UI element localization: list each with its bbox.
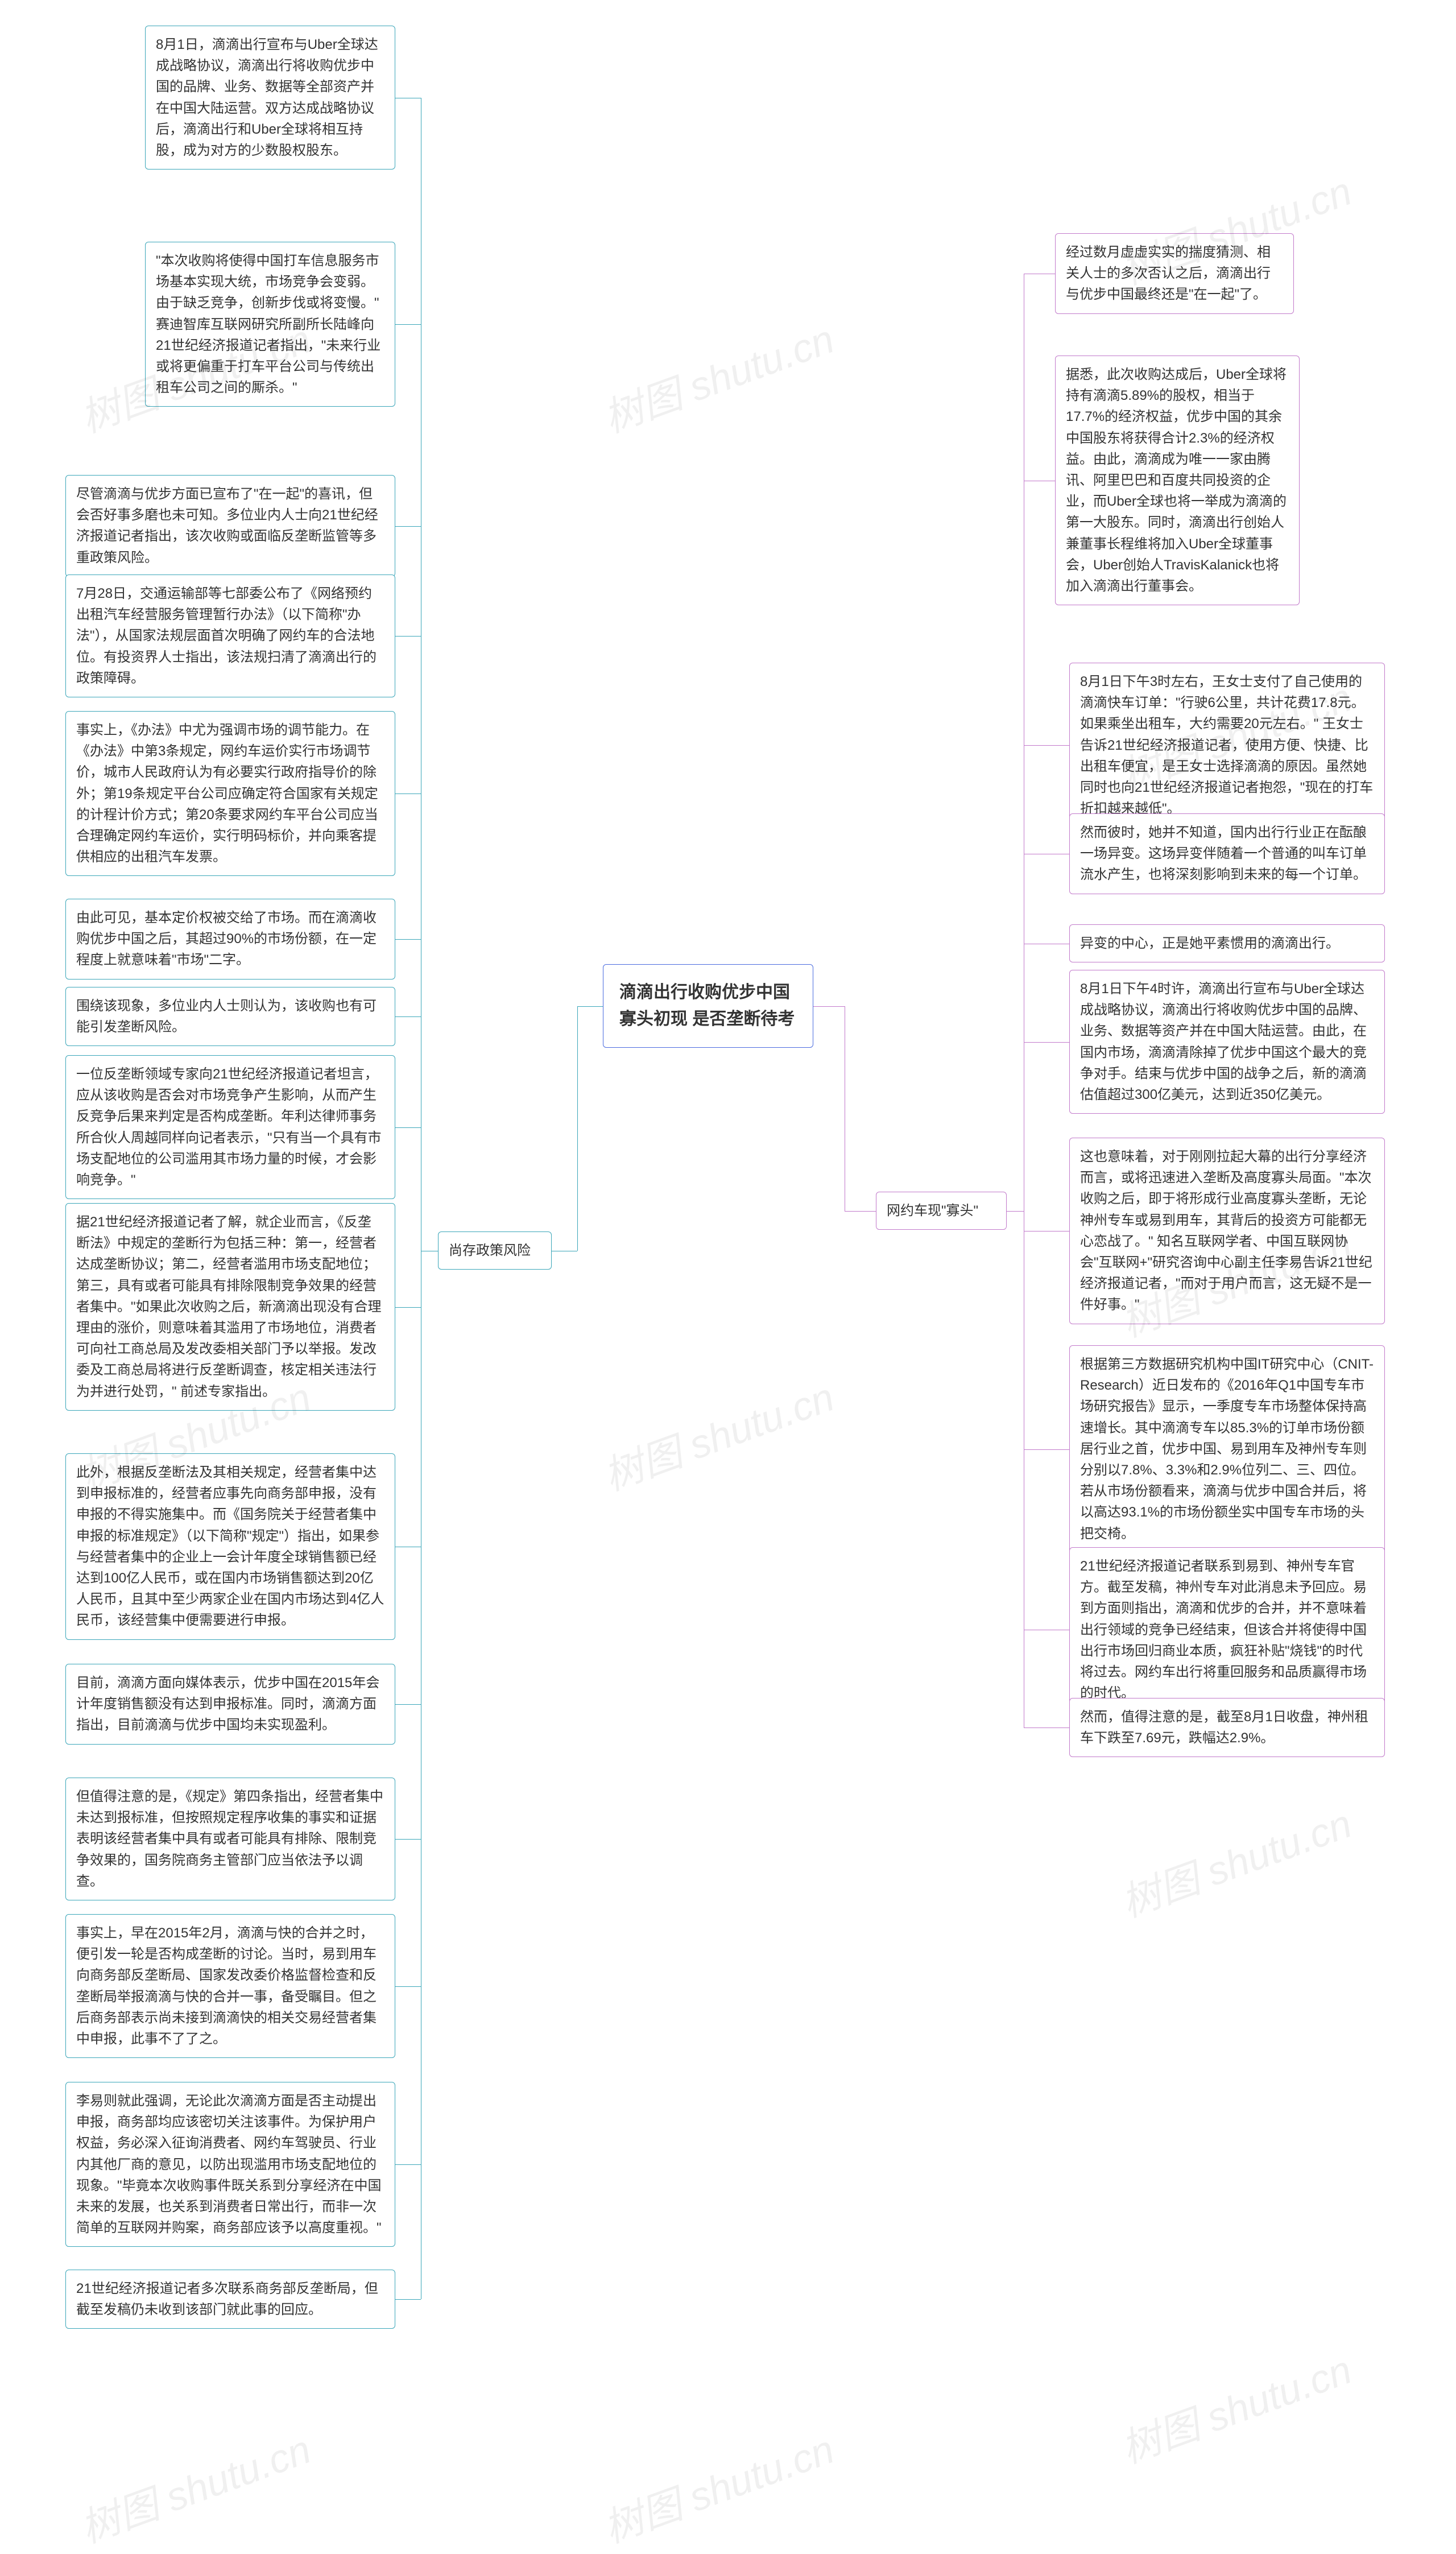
watermark: 树图 shutu.cn xyxy=(595,308,841,444)
branch-label-right-text: 网约车现"寡头" xyxy=(887,1203,978,1218)
connector xyxy=(395,2164,421,2165)
left-leaf-text: 目前，滴滴方面向媒体表示，优步中国在2015年会计年度销售额没有达到申报标准。同… xyxy=(76,1675,379,1733)
left-leaf-node: 7月28日，交通运输部等七部委公布了《网络预约出租汽车经营服务管理暂行办法》（以… xyxy=(65,575,395,697)
right-leaf-text: 然而，值得注意的是，截至8月1日收盘，神州租车下跌至7.69元，跌幅达2.9%。 xyxy=(1080,1709,1368,1746)
connector xyxy=(395,2299,421,2300)
right-leaf-text: 8月1日下午4时许，滴滴出行宣布与Uber全球达成战略协议，滴滴出行将收购优步中… xyxy=(1080,981,1367,1102)
left-leaf-node: 李易则就此强调，无论此次滴滴方面是否主动提出申报，商务部均应该密切关注该事件。为… xyxy=(65,2082,395,2247)
connector xyxy=(395,1127,421,1128)
left-leaf-node: 一位反垄断领域专家向21世纪经济报道记者坦言，应从该收购是否会对市场竞争产生影响… xyxy=(65,1055,395,1199)
left-leaf-text: 7月28日，交通运输部等七部委公布了《网络预约出租汽车经营服务管理暂行办法》（以… xyxy=(76,586,377,686)
right-leaf-text: 21世纪经济报道记者联系到易到、神州专车官方。截至发稿，神州专车对此消息未予回应… xyxy=(1080,1559,1367,1701)
watermark: 树图 shutu.cn xyxy=(595,1366,841,1502)
connector xyxy=(395,1016,421,1017)
left-leaf-node: 21世纪经济报道记者多次联系商务部反垄断局，但截至发稿仍未收到该部门就此事的回应… xyxy=(65,2270,395,2329)
left-leaf-text: 一位反垄断领域专家向21世纪经济报道记者坦言，应从该收购是否会对市场竞争产生影响… xyxy=(76,1067,382,1188)
connector xyxy=(395,1704,421,1705)
connector xyxy=(395,324,421,325)
connector xyxy=(1024,1449,1069,1450)
connector xyxy=(395,939,421,940)
right-leaf-text: 异变的中心，正是她平素惯用的滴滴出行。 xyxy=(1080,936,1339,951)
left-leaf-node: 尽管滴滴与优步方面已宣布了"在一起"的喜讯，但会否好事多磨也未可知。多位业内人士… xyxy=(65,475,395,577)
left-leaf-node: 8月1日，滴滴出行宣布与Uber全球达成战略协议，滴滴出行将收购优步中国的品牌、… xyxy=(145,26,395,170)
left-leaf-text: 围绕该现象，多位业内人士则认为，该收购也有可能引发垄断风险。 xyxy=(76,998,377,1035)
center-topic: 滴滴出行收购优步中国寡头初现 是否垄断待考 xyxy=(603,964,813,1048)
left-leaf-node: 据21世纪经济报道记者了解，就企业而言，《反垄断法》中规定的垄断行为包括三种：第… xyxy=(65,1203,395,1411)
right-leaf-node: 然而彼时，她并不知道，国内出行行业正在酝酿一场异变。这场异变伴随着一个普通的叫车… xyxy=(1069,813,1385,894)
branch-label-left: 尚存政策风险 xyxy=(438,1231,552,1270)
right-leaf-node: 这也意味着，对于刚刚拉起大幕的出行分享经济而言，或将迅速进入垄断及高度寡头局面。… xyxy=(1069,1138,1385,1324)
connector xyxy=(395,636,421,637)
left-leaf-node: 此外，根据反垄断法及其相关规定，经营者集中达到申报标准的，经营者应事先向商务部申… xyxy=(65,1453,395,1640)
branch-label-left-text: 尚存政策风险 xyxy=(449,1243,531,1258)
connector xyxy=(813,1006,845,1007)
right-leaf-text: 经过数月虚虚实实的揣度猜测、相关人士的多次否认之后，滴滴出行与优步中国最终还是"… xyxy=(1066,245,1271,302)
right-leaf-node: 然而，值得注意的是，截至8月1日收盘，神州租车下跌至7.69元，跌幅达2.9%。 xyxy=(1069,1698,1385,1757)
right-leaf-node: 异变的中心，正是她平素惯用的滴滴出行。 xyxy=(1069,924,1385,962)
left-leaf-text: 8月1日，滴滴出行宣布与Uber全球达成战略协议，滴滴出行将收购优步中国的品牌、… xyxy=(156,37,378,158)
left-leaf-text: 但值得注意的是，《规定》第四条指出，经营者集中未达到报标准，但按照规定程序收集的… xyxy=(76,1789,383,1889)
left-leaf-text: 尽管滴滴与优步方面已宣布了"在一起"的喜讯，但会否好事多磨也未可知。多位业内人士… xyxy=(76,486,378,565)
right-leaf-node: 8月1日下午3时左右，王女士支付了自己使用的滴滴快车订单："行驶6公里，共计花费… xyxy=(1069,663,1385,828)
connector xyxy=(395,1307,421,1308)
left-leaf-node: 但值得注意的是，《规定》第四条指出，经营者集中未达到报标准，但按照规定程序收集的… xyxy=(65,1778,395,1900)
left-leaf-text: 李易则就此强调，无论此次滴滴方面是否主动提出申报，商务部均应该密切关注该事件。为… xyxy=(76,2093,382,2235)
center-topic-text: 滴滴出行收购优步中国寡头初现 是否垄断待考 xyxy=(619,983,795,1028)
watermark: 树图 shutu.cn xyxy=(1112,1792,1359,1929)
connector xyxy=(1024,1042,1069,1043)
right-leaf-text: 8月1日下午3时左右，王女士支付了自己使用的滴滴快车订单："行驶6公里，共计花费… xyxy=(1080,674,1373,816)
connector xyxy=(1007,1211,1024,1212)
left-leaf-text: 事实上，《办法》中尤为强调市场的调节能力。在《办法》中第3条规定，网约车运价实行… xyxy=(76,722,378,865)
left-leaf-node: 事实上，早在2015年2月，滴滴与快的合并之时，便引发一轮是否构成垄断的讨论。当… xyxy=(65,1914,395,2058)
connector xyxy=(395,1986,421,1987)
left-leaf-node: 目前，滴滴方面向媒体表示，优步中国在2015年会计年度销售额没有达到申报标准。同… xyxy=(65,1664,395,1745)
left-leaf-text: 由此可见，基本定价权被交给了市场。而在滴滴收购优步中国之后，其超过90%的市场份… xyxy=(76,910,377,968)
connector xyxy=(845,1211,876,1212)
left-leaf-text: "本次收购将使得中国打车信息服务市场基本实现大统，市场竞争会变弱。由于缺乏竞争，… xyxy=(156,253,380,395)
left-leaf-text: 21世纪经济报道记者多次联系商务部反垄断局，但截至发稿仍未收到该部门就此事的回应… xyxy=(76,2281,378,2317)
right-leaf-node: 据悉，此次收购达成后，Uber全球将持有滴滴5.89%的股权，相当于17.7%的… xyxy=(1055,356,1300,605)
right-leaf-text: 根据第三方数据研究机构中国IT研究中心（CNIT-Research）近日发布的《… xyxy=(1080,1357,1374,1542)
watermark: 树图 shutu.cn xyxy=(72,2418,318,2554)
connector xyxy=(395,1839,421,1840)
left-leaf-text: 事实上，早在2015年2月，滴滴与快的合并之时，便引发一轮是否构成垄断的讨论。当… xyxy=(76,1925,377,2047)
right-leaf-text: 然而彼时，她并不知道，国内出行行业正在酝酿一场异变。这场异变伴随着一个普通的叫车… xyxy=(1080,825,1367,882)
right-leaf-node: 根据第三方数据研究机构中国IT研究中心（CNIT-Research）近日发布的《… xyxy=(1069,1345,1385,1553)
connector xyxy=(1024,745,1069,746)
left-leaf-node: 由此可见，基本定价权被交给了市场。而在滴滴收购优步中国之后，其超过90%的市场份… xyxy=(65,899,395,980)
connector xyxy=(395,526,421,527)
right-leaf-text: 据悉，此次收购达成后，Uber全球将持有滴滴5.89%的股权，相当于17.7%的… xyxy=(1066,367,1287,594)
watermark: 树图 shutu.cn xyxy=(1112,2338,1359,2475)
right-leaf-node: 经过数月虚虚实实的揣度猜测、相关人士的多次否认之后，滴滴出行与优步中国最终还是"… xyxy=(1055,233,1294,314)
connector xyxy=(577,1006,578,1251)
connector xyxy=(577,1006,603,1007)
right-leaf-text: 这也意味着，对于刚刚拉起大幕的出行分享经济而言，或将迅速进入垄断及高度寡头局面。… xyxy=(1080,1149,1372,1312)
left-leaf-text: 据21世纪经济报道记者了解，就企业而言，《反垄断法》中规定的垄断行为包括三种：第… xyxy=(76,1214,382,1399)
left-leaf-node: 事实上，《办法》中尤为强调市场的调节能力。在《办法》中第3条规定，网约车运价实行… xyxy=(65,711,395,876)
right-leaf-node: 21世纪经济报道记者联系到易到、神州专车官方。截至发稿，神州专车对此消息未予回应… xyxy=(1069,1547,1385,1712)
branch-label-right: 网约车现"寡头" xyxy=(876,1192,1007,1230)
right-leaf-node: 8月1日下午4时许，滴滴出行宣布与Uber全球达成战略协议，滴滴出行将收购优步中… xyxy=(1069,970,1385,1114)
left-leaf-text: 此外，根据反垄断法及其相关规定，经营者集中达到申报标准的，经营者应事先向商务部申… xyxy=(76,1465,384,1628)
left-leaf-node: 围绕该现象，多位业内人士则认为，该收购也有可能引发垄断风险。 xyxy=(65,987,395,1046)
watermark: 树图 shutu.cn xyxy=(595,2418,841,2554)
left-leaf-node: "本次收购将使得中国打车信息服务市场基本实现大统，市场竞争会变弱。由于缺乏竞争，… xyxy=(145,242,395,407)
